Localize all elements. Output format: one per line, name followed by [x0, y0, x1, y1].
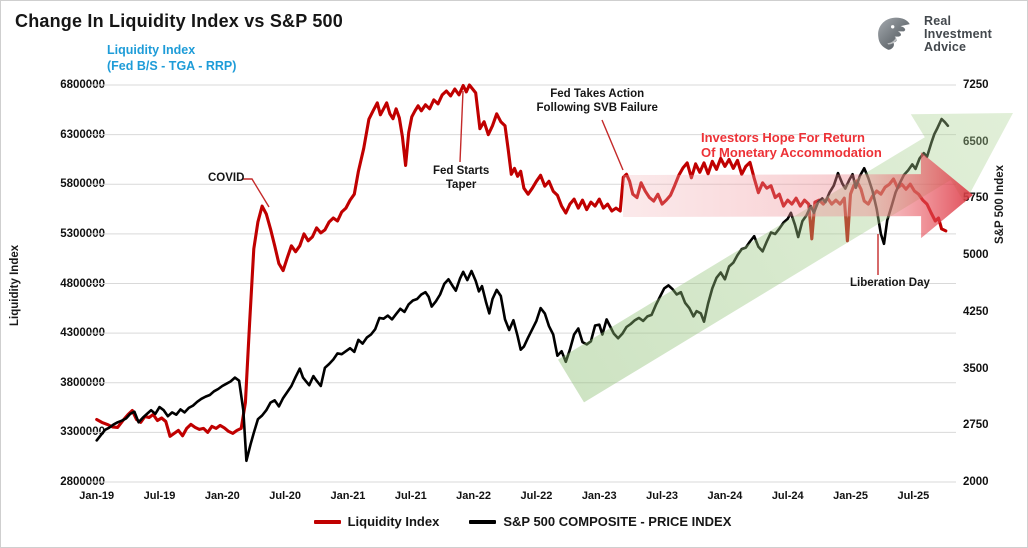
covid-leader-line	[242, 178, 270, 208]
eagle-icon	[878, 17, 910, 50]
annotation-liberation-day: Liberation Day	[850, 277, 930, 289]
annotation-covid: COVID	[208, 172, 245, 184]
sp500-line-swatch	[469, 519, 497, 524]
x-axis-tick-label: Jan-21	[330, 490, 366, 502]
left-axis-title: Liquidity Index	[9, 244, 21, 326]
x-axis-tick-label: Jan-23	[581, 490, 617, 502]
left-axis-tick-label: 4300000	[60, 327, 105, 340]
x-axis-tick-label: Jan-19	[79, 490, 115, 502]
logo-line-3: Advice	[924, 39, 967, 54]
left-axis-tick-label: 3300000	[60, 426, 105, 439]
subtitle-line-1: Liquidity Index	[107, 43, 196, 57]
pink-right-arrow	[622, 152, 973, 239]
x-axis-tick-label: Jul-25	[897, 490, 930, 502]
x-axis-tick-label: Jul-23	[646, 490, 678, 502]
x-axis-tick-label: Jul-22	[520, 490, 553, 502]
ria-logo: Real Investment Advice	[873, 13, 992, 55]
x-axis-tick-label: Jul-24	[771, 490, 804, 502]
logo-line-1: Real	[924, 13, 952, 28]
right-axis-tick-label: 2000	[963, 476, 989, 488]
right-axis-tick-label: 2750	[963, 419, 989, 432]
legend-item-sp500: S&P 500 COMPOSITE - PRICE INDEX	[469, 514, 731, 529]
subtitle-line-2: (Fed B/S - TGA - RRP)	[107, 59, 237, 73]
x-axis-tick-label: Jan-22	[456, 490, 492, 502]
annotation-monetary-hope: Investors Hope For Return Of Monetary Acc…	[701, 129, 882, 161]
left-axis-tick-label: 3800000	[60, 376, 105, 389]
left-axis-tick-label: 6300000	[60, 128, 105, 141]
left-axis-tick-label: 4800000	[60, 277, 105, 290]
right-axis-tick-label: 3500	[963, 362, 989, 375]
logo-line-2: Investment	[924, 26, 992, 41]
legend-item-liquidity-index: Liquidity Index	[313, 514, 440, 529]
left-axis-tick-label: 5300000	[60, 227, 105, 240]
legend-label-liquidity: Liquidity Index	[347, 514, 440, 529]
x-axis-tick-label: Jan-24	[707, 490, 743, 502]
liquidity-line-swatch	[313, 519, 341, 524]
annotation-svb-action: Fed Takes Action Following SVB Failure	[536, 88, 658, 114]
right-axis-tick-label: 4250	[963, 305, 989, 318]
fed-starts-taper-leader-line	[459, 90, 464, 163]
sp500-line	[95, 117, 950, 463]
chart-legend: Liquidity Index S&P 500 COMPOSITE - PRIC…	[89, 514, 956, 529]
right-axis-tick-label: 7250	[963, 79, 989, 91]
left-axis-tick-label: 6800000	[60, 79, 105, 91]
right-axis-tick-label: 5750	[963, 192, 989, 205]
right-axis-tick-label: 6500	[963, 135, 989, 148]
left-axis-tick-label: 2800000	[60, 476, 105, 488]
right-axis-tick-label: 5000	[963, 249, 989, 262]
logo-text: Real Investment Advice	[924, 13, 992, 54]
left-axis-tick-label: 5800000	[60, 178, 105, 191]
x-axis-tick-label: Jul-21	[394, 490, 427, 502]
legend-label-sp500: S&P 500 COMPOSITE - PRICE INDEX	[503, 514, 732, 529]
page-title: Change In Liquidity Index vs S&P 500	[15, 11, 343, 31]
x-axis-tick-label: Jan-25	[833, 490, 868, 502]
annotation-fed-starts-taper: Fed Starts Taper	[433, 165, 490, 191]
x-axis-tick-label: Jan-20	[204, 490, 240, 502]
svb-action-leader-line	[601, 119, 624, 171]
x-axis-tick-label: Jul-20	[269, 490, 302, 502]
x-axis-tick-label: Jul-19	[143, 490, 176, 502]
liquidity-subtitle: Liquidity Index (Fed B/S - TGA - RRP)	[107, 42, 236, 74]
